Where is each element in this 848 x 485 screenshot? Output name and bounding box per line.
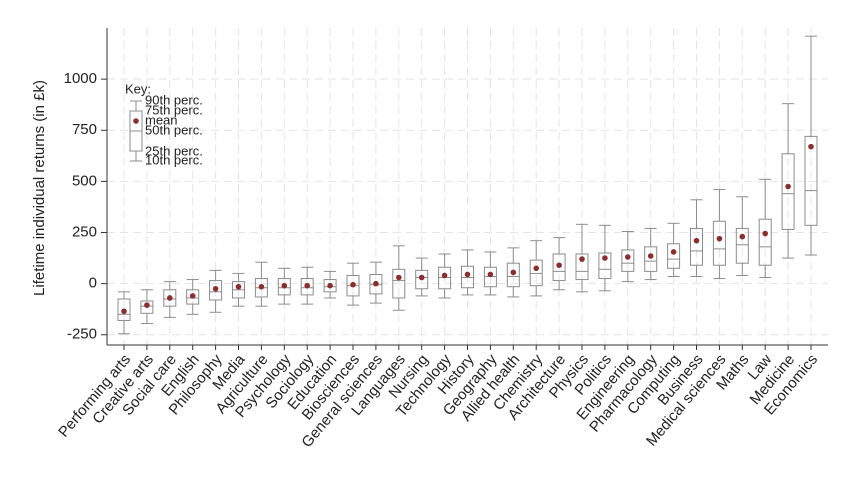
key-mean <box>133 118 139 124</box>
box <box>529 259 543 287</box>
box <box>300 278 314 296</box>
box <box>438 266 452 290</box>
box <box>209 280 223 301</box>
box <box>781 153 795 230</box>
key: Key:90th perc.75th perc. 25th perc.10th p… <box>125 81 203 167</box>
mean-dot <box>762 230 768 237</box>
y-tick-label: 250 <box>72 223 97 240</box>
y-tick-label: 500 <box>72 172 97 189</box>
mean-dot <box>602 255 608 261</box>
mean-dot <box>304 282 311 289</box>
mean-dot <box>441 272 448 279</box>
mean-dot <box>670 249 677 255</box>
mean-dot <box>464 271 471 278</box>
y-tick-label: 0 <box>89 275 97 292</box>
y-tick-label: -250 <box>67 326 97 343</box>
box <box>575 253 589 281</box>
box <box>140 300 154 314</box>
box <box>186 289 200 305</box>
mean-dot <box>487 271 494 278</box>
mean-dot <box>235 283 242 290</box>
mean-dot <box>418 274 425 281</box>
mean-dot <box>785 183 791 190</box>
box <box>323 279 337 293</box>
box <box>277 278 291 296</box>
mean-dot <box>281 282 288 289</box>
mean-dot <box>327 282 333 289</box>
mean-dot <box>121 308 127 315</box>
box <box>117 298 131 321</box>
mean-dot <box>167 295 173 301</box>
y-tick-label: 750 <box>72 121 97 138</box>
key-label: mean <box>145 112 178 127</box>
mean-dot <box>556 262 562 269</box>
box <box>369 273 383 295</box>
box <box>758 218 772 266</box>
y-tick-label: 1000 <box>64 70 97 87</box>
box <box>690 227 703 266</box>
box <box>644 246 658 272</box>
mean-dot <box>808 143 814 150</box>
mean-dot <box>625 254 631 260</box>
key-label: 50th perc. <box>145 122 203 137</box>
key-label: 90th perc. <box>145 92 203 107</box>
mean-dot <box>579 256 585 262</box>
key-title: Key: <box>125 81 151 96</box>
mean-dot <box>396 274 402 281</box>
mean-dot <box>258 283 265 290</box>
key-label: 25th perc. <box>145 143 203 158</box>
y-axis-label: Lifetime individual returns (in £k) <box>31 80 48 296</box>
box <box>667 243 681 269</box>
key-label: 75th perc. <box>145 102 203 117</box>
box <box>735 227 749 264</box>
box <box>506 262 520 288</box>
box <box>461 265 474 289</box>
box <box>598 252 612 280</box>
box <box>621 249 635 272</box>
mean-dot <box>533 265 539 272</box>
mean-dot <box>716 235 723 242</box>
box <box>712 220 726 266</box>
box <box>483 266 497 288</box>
mean-dot <box>693 237 700 244</box>
box <box>163 289 177 307</box>
mean-dot <box>373 280 379 287</box>
box <box>804 135 818 226</box>
mean-dot <box>739 233 746 240</box>
mean-dot <box>647 253 654 259</box>
mean-dot <box>212 285 219 292</box>
mean-dot <box>350 281 356 288</box>
box <box>392 268 406 299</box>
key-label: 10th perc. <box>145 152 203 167</box>
mean-dot <box>144 302 150 308</box>
box <box>552 253 566 282</box>
mean-dot <box>510 269 517 276</box>
mean-dot <box>189 293 196 299</box>
box <box>415 269 429 290</box>
